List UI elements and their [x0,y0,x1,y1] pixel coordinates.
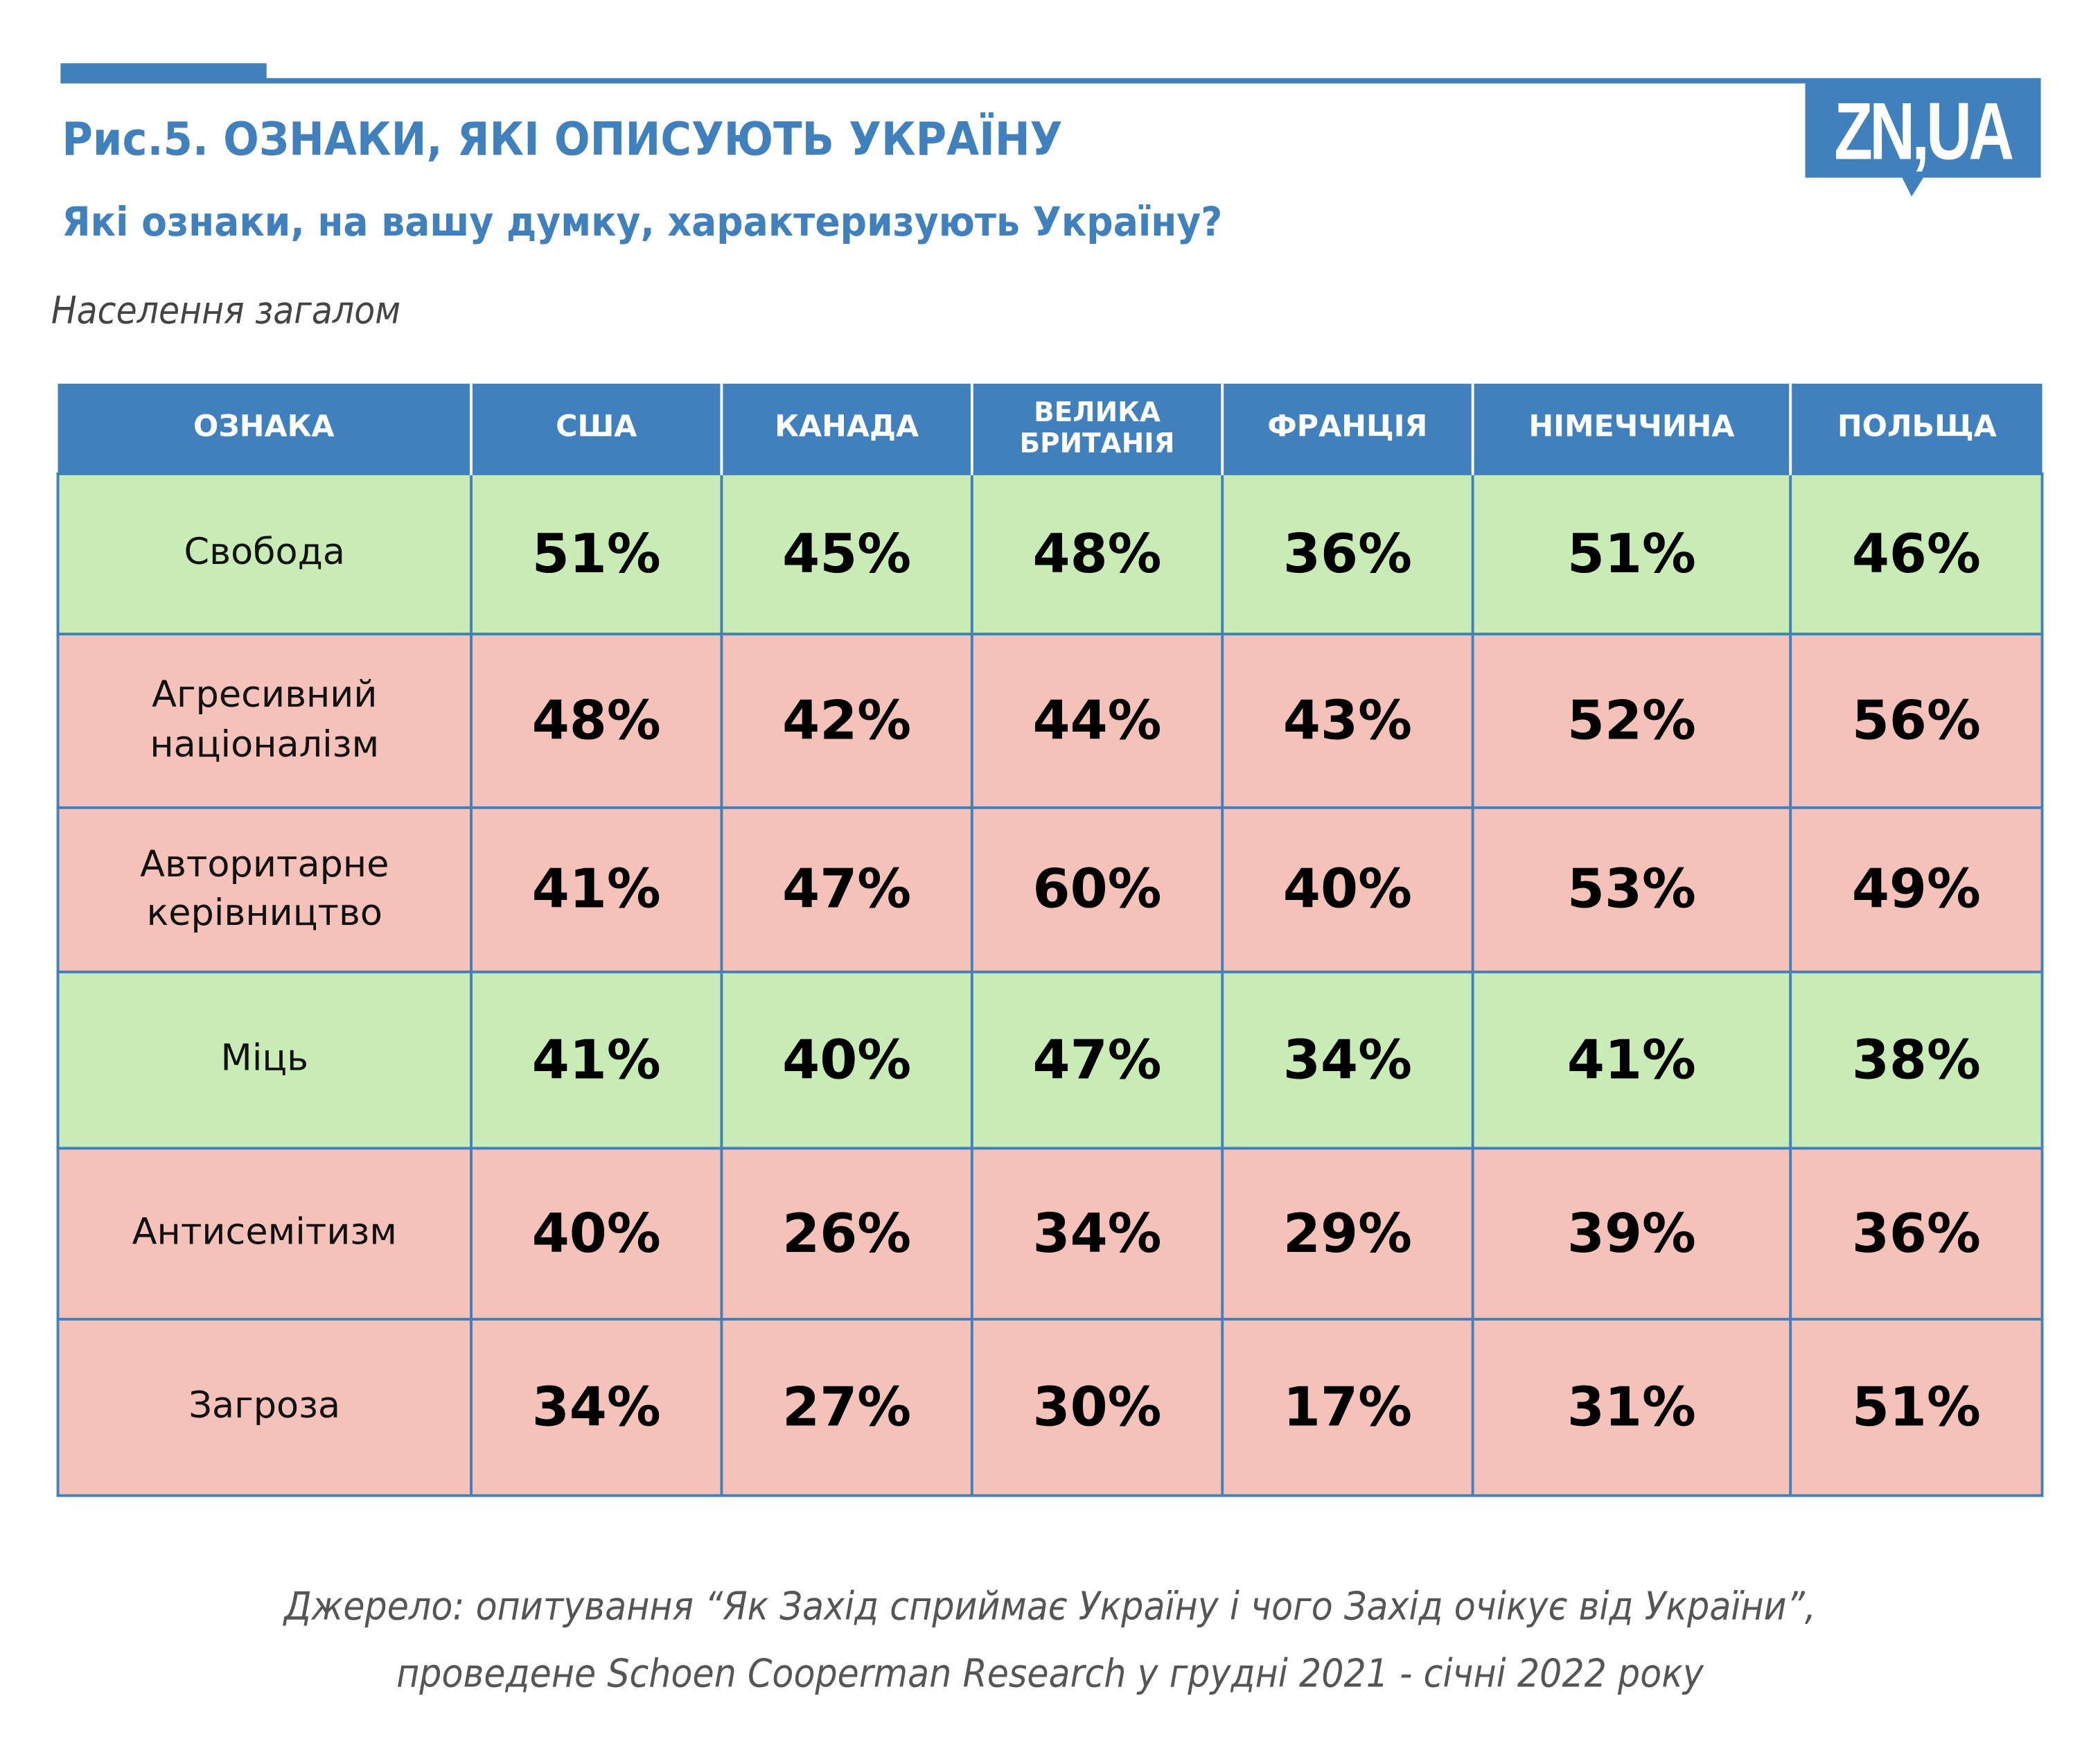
row-label: Агресивний націоналізм [56,633,473,809]
column-header: США [470,383,722,474]
table-row: Свобода 51% 45% 48% 36% 51% 46% [56,472,2044,636]
zn-ua-logo: ZN,UA [1805,80,2041,178]
value-cell: 41% [470,970,723,1150]
table-row: Авторитарне керівництво 41% 47% 60% 40% 53% 49… [56,806,2044,973]
value-cell: 47% [720,806,973,973]
row-label: Авторитарне керівництво [56,806,473,973]
value-cell: 46% [1789,472,2044,636]
value-cell: 30% [970,1318,1224,1497]
value-cell: 41% [1471,970,1792,1150]
table-row: Загроза 34% 27% 30% 17% 31% 51% [56,1318,2044,1497]
table-row: Агресивний націоналізм 48% 42% 44% 43% 52% 56% [56,633,2044,809]
value-cell: 38% [1789,970,2044,1150]
value-cell: 53% [1471,806,1792,973]
value-cell: 26% [720,1147,973,1321]
value-cell: 56% [1789,633,2044,809]
logo-text: ZN,UA [1835,86,2015,177]
value-cell: 51% [470,472,723,636]
population-note: Населення загалом [51,288,401,333]
value-cell: 40% [720,970,973,1150]
value-cell: 27% [720,1318,973,1497]
value-cell: 41% [470,806,723,973]
row-label: Міць [56,970,473,1150]
top-rule [60,78,2041,84]
logo-speech-tail [1900,175,1925,197]
value-cell: 34% [1221,970,1474,1150]
value-cell: 52% [1471,633,1792,809]
row-label: Загроза [56,1318,473,1497]
table-body: Свобода 51% 45% 48% 36% 51% 46% Агресивний наці… [56,472,2044,1497]
value-cell: 49% [1789,806,2044,973]
row-label: Свобода [56,472,473,636]
value-cell: 48% [470,633,723,809]
value-cell: 34% [470,1318,723,1497]
value-cell: 29% [1221,1147,1474,1321]
row-label: Антисемітизм [56,1147,473,1321]
value-cell: 60% [970,806,1224,973]
value-cell: 51% [1789,1318,2044,1497]
table-row: Антисемітизм 40% 26% 34% 29% 39% 36% [56,1147,2044,1321]
value-cell: 39% [1471,1147,1792,1321]
figure-subtitle: Які ознаки, на вашу думку, характеризуют… [62,199,1223,247]
figure-title: Рис.5. ОЗНАКИ, ЯКІ ОПИСУЮТЬ УКРАЇНУ [62,113,1063,167]
table-header-row: ОЗНАКА США КАНАДА ВЕЛИКА БРИТАНІЯ ФРАНЦІЯ НІМ… [58,383,2042,474]
column-header: ОЗНАКА [58,383,472,474]
value-cell: 42% [720,633,973,809]
value-cell: 17% [1221,1318,1474,1497]
value-cell: 40% [470,1147,723,1321]
value-cell: 47% [970,970,1224,1150]
column-header: ПОЛЬЩА [1789,383,2042,474]
value-cell: 45% [720,472,973,636]
value-cell: 48% [970,472,1224,636]
value-cell: 40% [1221,806,1474,973]
value-cell: 44% [970,633,1224,809]
value-cell: 36% [1789,1147,2044,1321]
results-table: ОЗНАКА США КАНАДА ВЕЛИКА БРИТАНІЯ ФРАНЦІЯ НІМ… [56,383,2044,1497]
source-line-2: проведене Schoen Cooperman Research у гр… [396,1650,1704,1697]
column-header: ВЕЛИКА БРИТАНІЯ [970,383,1223,474]
value-cell: 31% [1471,1318,1792,1497]
value-cell: 36% [1221,472,1474,636]
source-note: Джерело: опитування “Як Захід сприймає У… [0,1572,2100,1706]
value-cell: 43% [1221,633,1474,809]
source-line-1: Джерело: опитування “Як Захід сприймає У… [284,1582,1817,1630]
table-row: Міць 41% 40% 47% 34% 41% 38% [56,970,2044,1150]
column-header: КАНАДА [720,383,972,474]
column-header: НІМЕЧЧИНА [1471,383,1791,474]
column-header: ФРАНЦІЯ [1221,383,1473,474]
value-cell: 51% [1471,472,1792,636]
value-cell: 34% [970,1147,1224,1321]
